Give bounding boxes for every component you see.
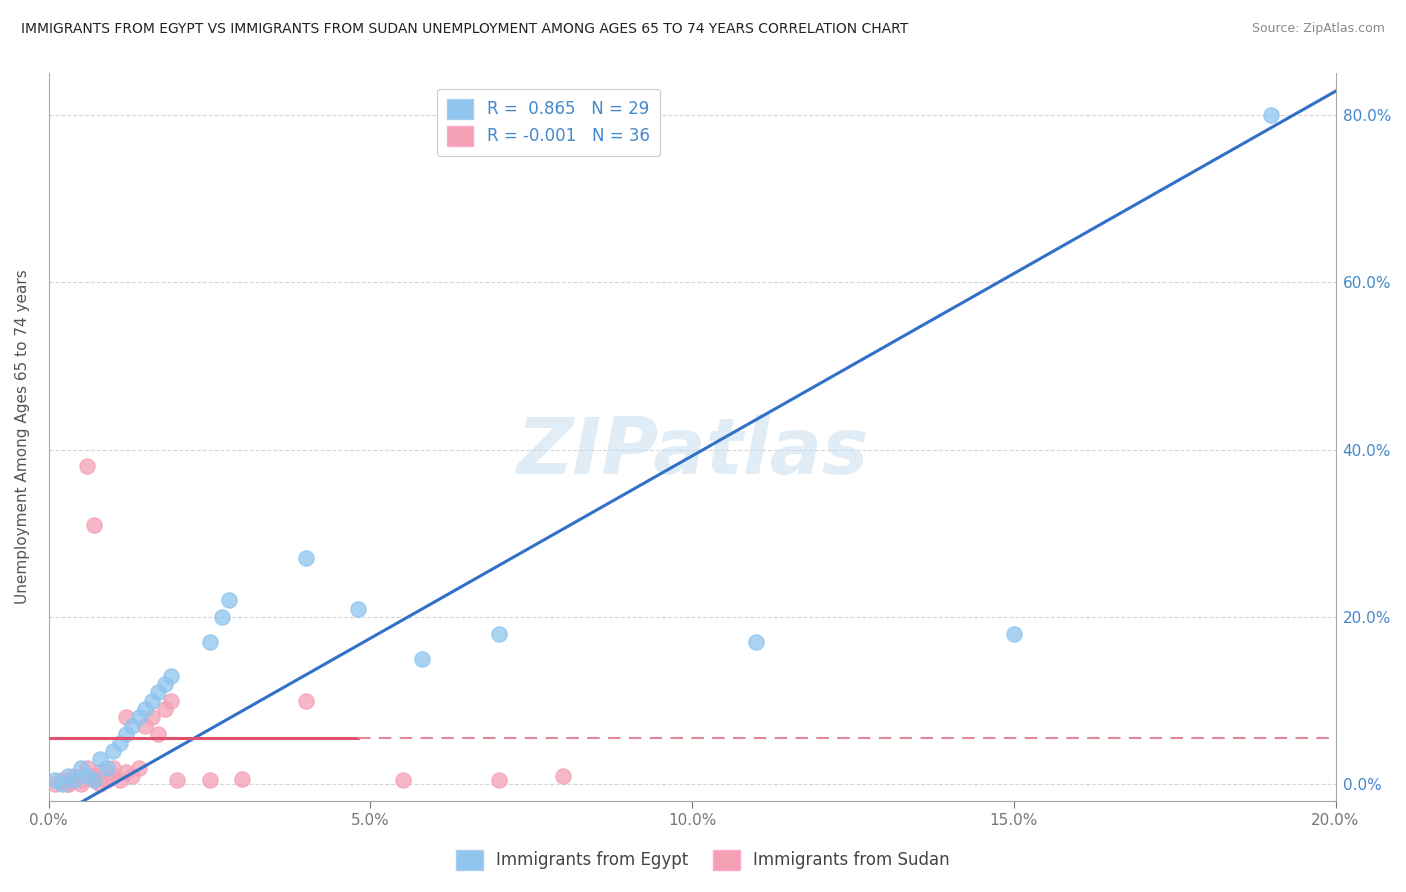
Y-axis label: Unemployment Among Ages 65 to 74 years: Unemployment Among Ages 65 to 74 years [15,269,30,605]
Text: Source: ZipAtlas.com: Source: ZipAtlas.com [1251,22,1385,36]
Legend: R =  0.865   N = 29, R = -0.001   N = 36: R = 0.865 N = 29, R = -0.001 N = 36 [437,88,659,156]
Legend: Immigrants from Egypt, Immigrants from Sudan: Immigrants from Egypt, Immigrants from S… [450,843,956,877]
Text: ZIPatlas: ZIPatlas [516,414,869,490]
Text: IMMIGRANTS FROM EGYPT VS IMMIGRANTS FROM SUDAN UNEMPLOYMENT AMONG AGES 65 TO 74 : IMMIGRANTS FROM EGYPT VS IMMIGRANTS FROM… [21,22,908,37]
